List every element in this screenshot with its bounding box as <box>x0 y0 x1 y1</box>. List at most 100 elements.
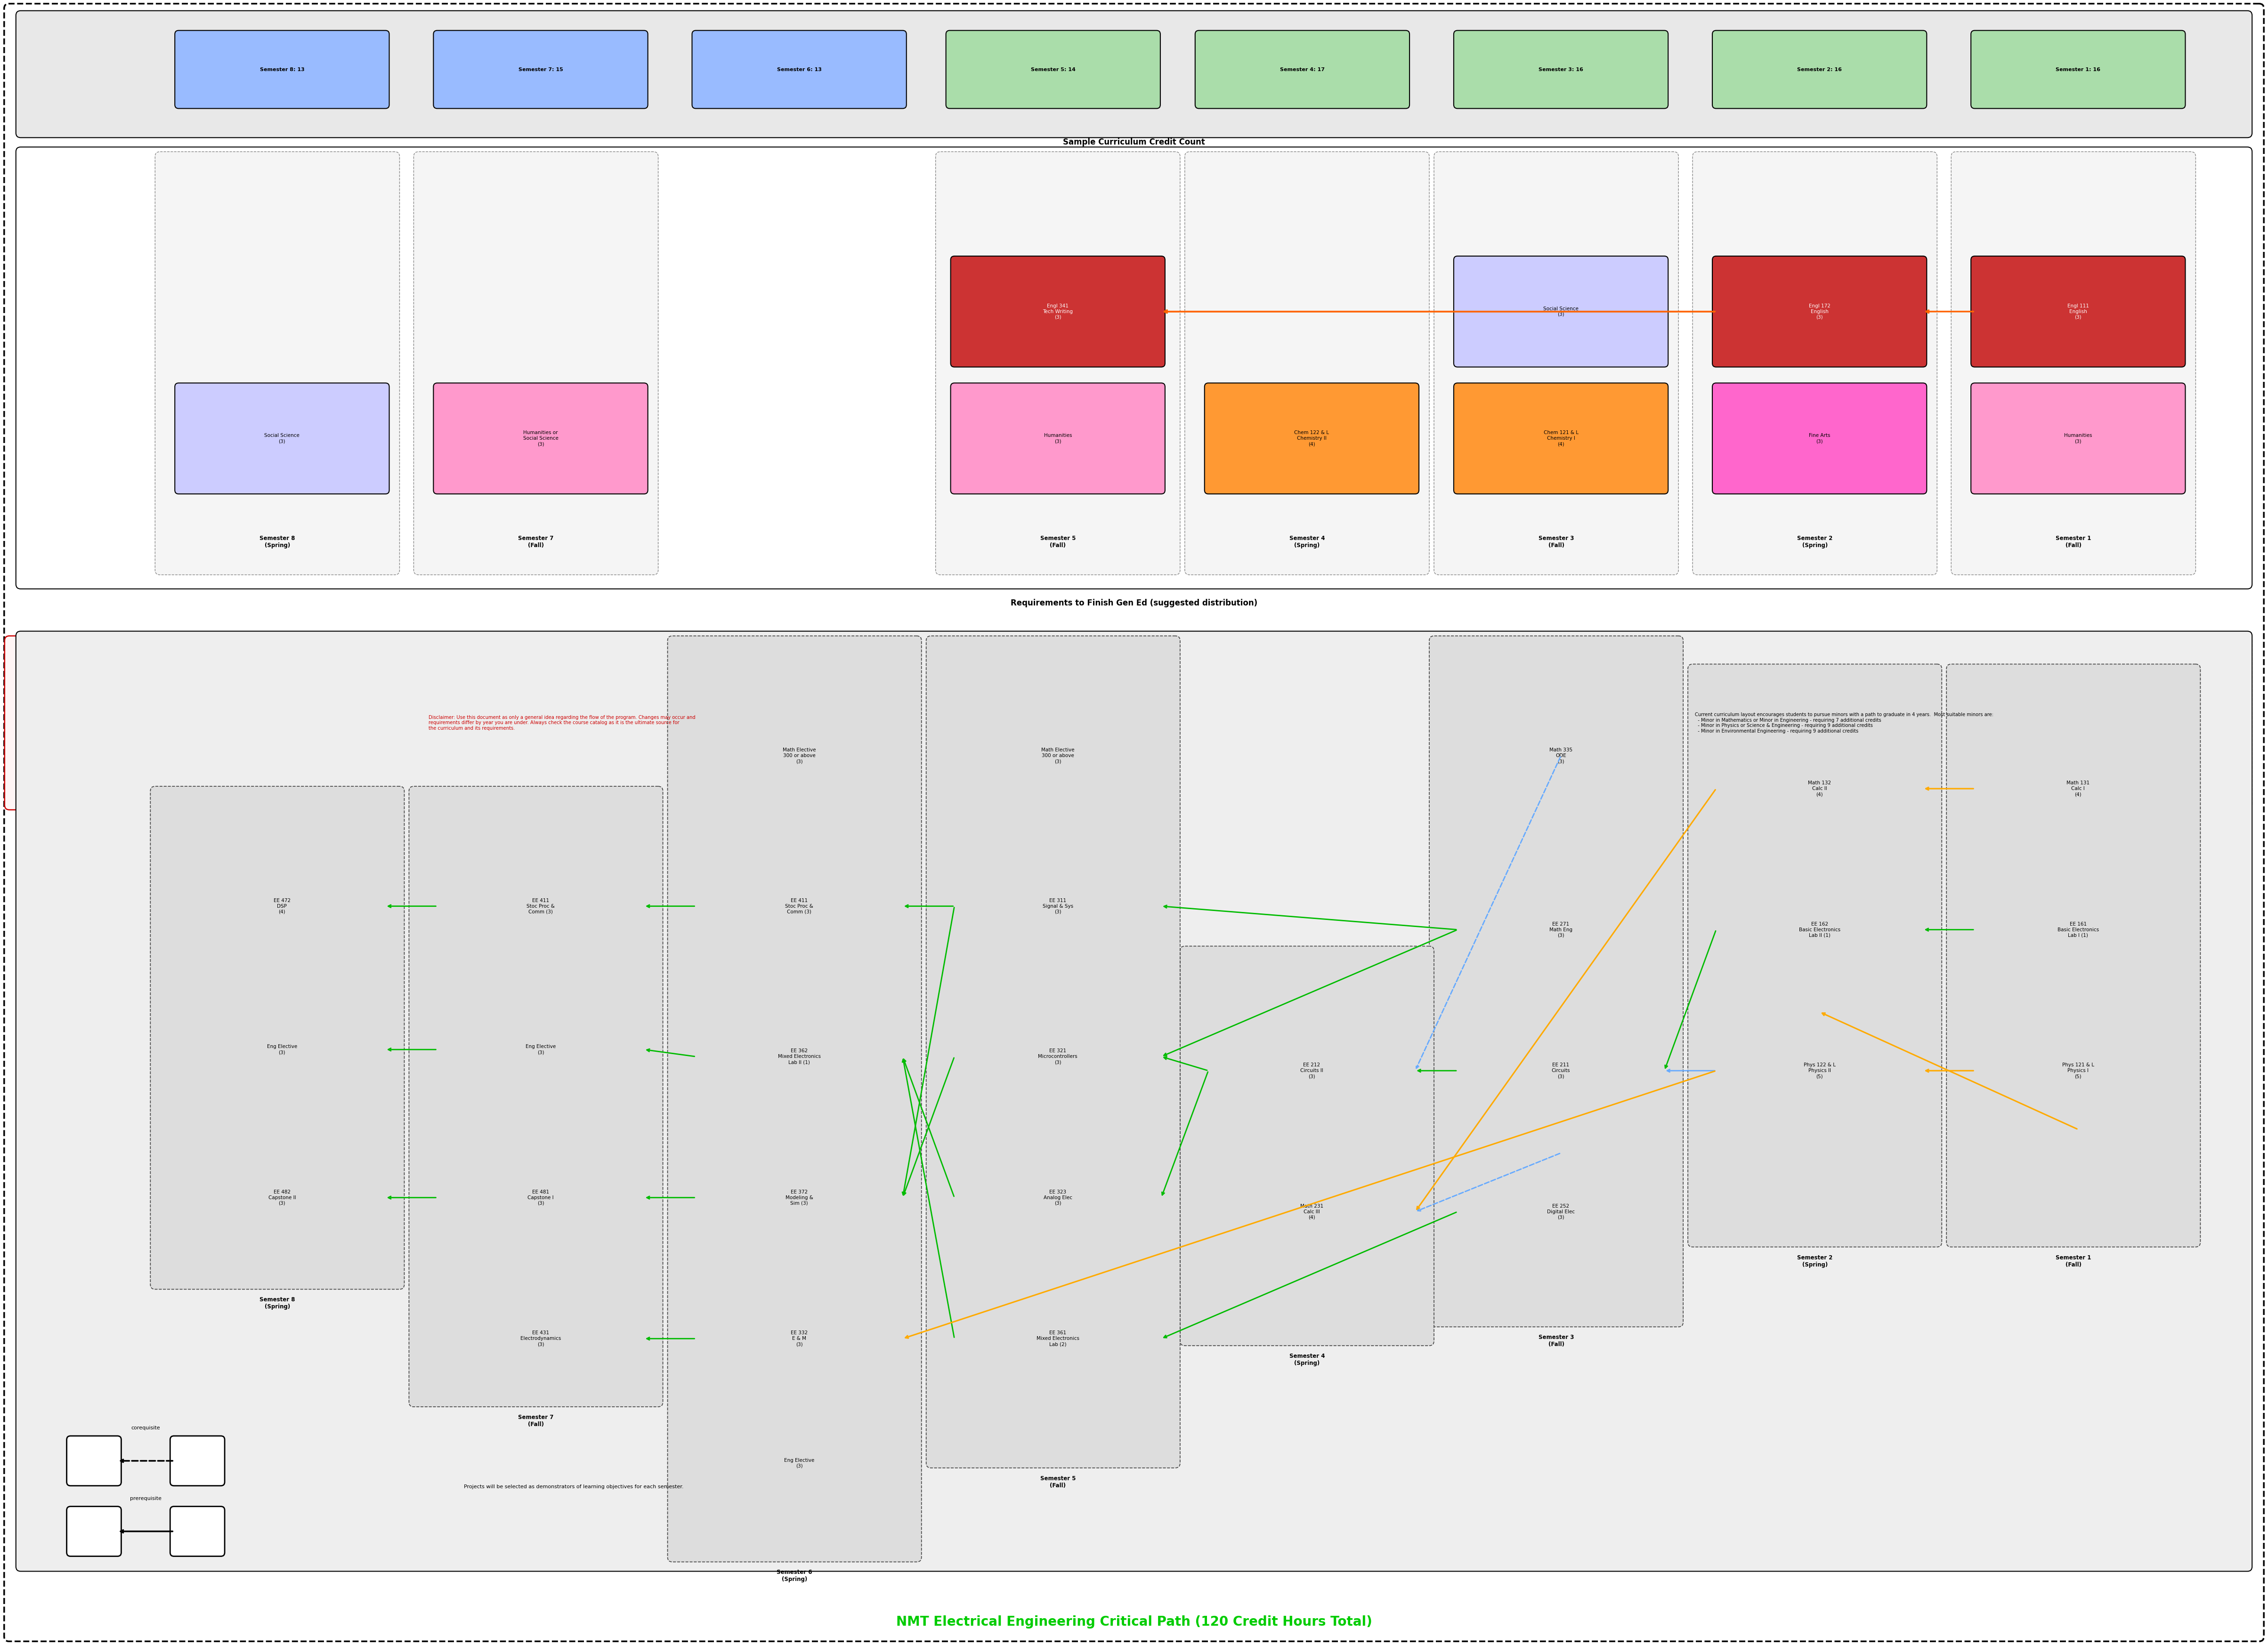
FancyBboxPatch shape <box>1454 867 1669 992</box>
Text: EE 472
DSP
(4): EE 472 DSP (4) <box>274 898 290 915</box>
Text: Semester 1: 16: Semester 1: 16 <box>2055 67 2100 72</box>
FancyBboxPatch shape <box>692 1408 907 1518</box>
FancyBboxPatch shape <box>1687 665 1941 1247</box>
Text: EE 321
Microcontrollers
(3): EE 321 Microcontrollers (3) <box>1039 1048 1077 1064</box>
Text: EE 411
Stoc Proc &
Comm (3): EE 411 Stoc Proc & Comm (3) <box>526 898 556 915</box>
Text: corequisite: corequisite <box>132 1426 161 1430</box>
FancyBboxPatch shape <box>1950 151 2195 574</box>
Text: Math 231
Calc III
(4): Math 231 Calc III (4) <box>1300 1204 1322 1219</box>
Text: Chem 121 & L
Chemistry I
(4): Chem 121 & L Chemistry I (4) <box>1545 431 1579 446</box>
Text: Engl 111
English
(3): Engl 111 English (3) <box>2068 304 2089 319</box>
FancyBboxPatch shape <box>5 637 1118 809</box>
Text: Humanities or
Social Science
(3): Humanities or Social Science (3) <box>524 431 558 446</box>
FancyBboxPatch shape <box>1971 725 2186 850</box>
FancyBboxPatch shape <box>937 151 1179 574</box>
FancyBboxPatch shape <box>1971 31 2186 109</box>
FancyBboxPatch shape <box>950 693 1166 818</box>
Text: Disclaimer: Use this document as only a general idea regarding the flow of the p: Disclaimer: Use this document as only a … <box>429 716 696 730</box>
FancyBboxPatch shape <box>175 994 390 1105</box>
Text: prerequisite: prerequisite <box>129 1495 161 1500</box>
FancyBboxPatch shape <box>1184 151 1429 574</box>
FancyBboxPatch shape <box>170 1507 225 1556</box>
FancyBboxPatch shape <box>667 637 921 1561</box>
Text: Semester 3
(Fall): Semester 3 (Fall) <box>1538 535 1574 548</box>
FancyBboxPatch shape <box>175 844 390 969</box>
Text: EE 311
Signal & Sys
(3): EE 311 Signal & Sys (3) <box>1043 898 1073 915</box>
Text: EE 372
Modeling &
Sim (3): EE 372 Modeling & Sim (3) <box>785 1189 814 1206</box>
Text: Semester 4
(Spring): Semester 4 (Spring) <box>1288 535 1325 548</box>
FancyBboxPatch shape <box>1179 946 1433 1346</box>
FancyBboxPatch shape <box>433 1277 649 1402</box>
Text: Math Elective
300 or above
(3): Math Elective 300 or above (3) <box>782 748 816 763</box>
FancyBboxPatch shape <box>1971 1008 2186 1133</box>
FancyBboxPatch shape <box>1139 637 2252 809</box>
Text: Semester 1
(Fall): Semester 1 (Fall) <box>2055 535 2091 548</box>
FancyBboxPatch shape <box>692 1135 907 1260</box>
FancyBboxPatch shape <box>175 1135 390 1260</box>
Text: Projects will be selected as demonstrators of learning objectives for each semes: Projects will be selected as demonstrato… <box>463 1484 683 1489</box>
FancyBboxPatch shape <box>1429 637 1683 1328</box>
Text: Eng Elective
(3): Eng Elective (3) <box>526 1045 556 1054</box>
FancyBboxPatch shape <box>66 1436 120 1485</box>
Text: Requirements to Finish Gen Ed (suggested distribution): Requirements to Finish Gen Ed (suggested… <box>1012 599 1256 607</box>
Text: Eng Elective
(3): Eng Elective (3) <box>785 1457 814 1469</box>
Text: EE 271
Math Eng
(3): EE 271 Math Eng (3) <box>1549 921 1572 938</box>
FancyBboxPatch shape <box>1712 383 1928 494</box>
Text: Chem 122 & L
Chemistry II
(4): Chem 122 & L Chemistry II (4) <box>1295 431 1329 446</box>
FancyBboxPatch shape <box>16 146 2252 589</box>
Text: Semester 4: 17: Semester 4: 17 <box>1279 67 1325 72</box>
FancyBboxPatch shape <box>408 786 662 1406</box>
FancyBboxPatch shape <box>175 31 390 109</box>
Text: Semester 7
(Fall): Semester 7 (Fall) <box>517 1415 553 1428</box>
FancyBboxPatch shape <box>1712 725 1928 850</box>
Text: EE 161
Basic Electronics
Lab I (1): EE 161 Basic Electronics Lab I (1) <box>2057 921 2098 938</box>
FancyBboxPatch shape <box>433 1135 649 1260</box>
Text: EE 361
Mixed Electronics
Lab (2): EE 361 Mixed Electronics Lab (2) <box>1036 1331 1080 1347</box>
Text: EE 431
Electrodynamics
(3): EE 431 Electrodynamics (3) <box>519 1331 560 1347</box>
FancyBboxPatch shape <box>1692 151 1937 574</box>
FancyBboxPatch shape <box>950 383 1166 494</box>
Text: EE 252
Digital Elec
(3): EE 252 Digital Elec (3) <box>1547 1204 1574 1219</box>
Text: Fine Arts
(3): Fine Arts (3) <box>1810 433 1830 444</box>
FancyBboxPatch shape <box>433 31 649 109</box>
Text: Semester 1
(Fall): Semester 1 (Fall) <box>2055 1255 2091 1268</box>
Text: Engl 341
Tech Writing
(3): Engl 341 Tech Writing (3) <box>1043 304 1073 319</box>
FancyBboxPatch shape <box>5 3 2263 1642</box>
Text: Humanities
(3): Humanities (3) <box>2064 433 2091 444</box>
FancyBboxPatch shape <box>692 1277 907 1402</box>
FancyBboxPatch shape <box>1454 693 1669 818</box>
FancyBboxPatch shape <box>1712 1008 1928 1133</box>
Text: Engl 172
English
(3): Engl 172 English (3) <box>1808 304 1830 319</box>
FancyBboxPatch shape <box>692 994 907 1119</box>
FancyBboxPatch shape <box>692 844 907 969</box>
FancyBboxPatch shape <box>1454 1008 1669 1133</box>
FancyBboxPatch shape <box>170 1436 225 1485</box>
Text: Sample Curriculum Credit Count: Sample Curriculum Credit Count <box>1064 138 1204 146</box>
FancyBboxPatch shape <box>240 1430 907 1543</box>
FancyBboxPatch shape <box>1946 665 2200 1247</box>
FancyBboxPatch shape <box>692 693 907 818</box>
Text: Phys 121 & L
Physics I
(5): Phys 121 & L Physics I (5) <box>2062 1063 2093 1079</box>
Text: Semester 7: 15: Semester 7: 15 <box>519 67 562 72</box>
Text: Semester 7
(Fall): Semester 7 (Fall) <box>517 535 553 548</box>
Text: Eng Elective
(3): Eng Elective (3) <box>268 1045 297 1054</box>
FancyBboxPatch shape <box>692 31 907 109</box>
FancyBboxPatch shape <box>1433 151 1678 574</box>
FancyBboxPatch shape <box>1204 383 1420 494</box>
FancyBboxPatch shape <box>925 637 1179 1467</box>
Text: EE 323
Analog Elec
(3): EE 323 Analog Elec (3) <box>1043 1189 1073 1206</box>
Text: EE 332
E & M
(3): EE 332 E & M (3) <box>792 1331 807 1347</box>
Text: Semester 2: 16: Semester 2: 16 <box>1796 67 1842 72</box>
FancyBboxPatch shape <box>1712 31 1928 109</box>
FancyBboxPatch shape <box>150 786 404 1290</box>
Text: Semester 8
(Spring): Semester 8 (Spring) <box>259 535 295 548</box>
Text: Math 132
Calc II
(4): Math 132 Calc II (4) <box>1808 781 1830 796</box>
FancyBboxPatch shape <box>154 151 399 574</box>
FancyBboxPatch shape <box>433 383 649 494</box>
Text: Semester 8: 13: Semester 8: 13 <box>261 67 304 72</box>
Text: Phys 122 & L
Physics II
(5): Phys 122 & L Physics II (5) <box>1803 1063 1835 1079</box>
Text: EE 212
Circuits II
(3): EE 212 Circuits II (3) <box>1300 1063 1322 1079</box>
FancyBboxPatch shape <box>1971 257 2186 367</box>
FancyBboxPatch shape <box>1971 867 2186 992</box>
FancyBboxPatch shape <box>950 257 1166 367</box>
